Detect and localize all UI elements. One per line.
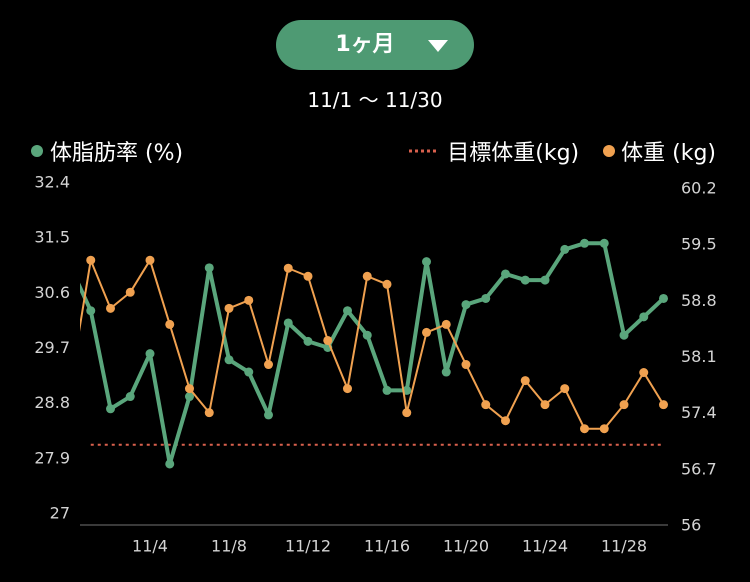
weight-point: [659, 400, 668, 410]
body-fat-point: [520, 275, 530, 285]
body-fat-point: [264, 410, 273, 420]
dotted-line-icon: [409, 149, 440, 153]
weight-point: [165, 319, 175, 329]
weight-point: [461, 360, 471, 370]
body-fat-point: [244, 367, 254, 377]
weight-point: [619, 400, 629, 410]
weight-point: [382, 279, 392, 289]
legend-left: 体脂肪率 (%): [31, 135, 183, 167]
weight-point: [303, 271, 313, 281]
weight-point: [204, 408, 214, 418]
body-fat-point: [560, 244, 570, 254]
body-fat-point: [619, 330, 629, 340]
weight-point: [362, 271, 372, 281]
body-fat-point: [659, 293, 668, 303]
weight-point: [244, 295, 254, 305]
caret-down-icon: [428, 40, 448, 52]
body-fat-point: [67, 263, 76, 272]
left-axis-tick-label: 28.8: [34, 393, 70, 412]
weight-point: [501, 416, 510, 426]
right-axis-tick-label: 58.1: [681, 347, 717, 366]
right-axis-tick-label: 56: [681, 516, 701, 535]
legend-item-target-weight: 目標体重(kg): [409, 135, 579, 167]
body-fat-point: [165, 459, 175, 469]
legend-label-weight: 体重 (kg): [621, 141, 716, 166]
body-fat-point: [382, 385, 392, 395]
left-axis-tick-label: 32.4: [34, 173, 70, 192]
x-axis-tick-label: 11/24: [522, 537, 568, 556]
body-fat-point: [362, 330, 372, 340]
period-selector-button[interactable]: 1ヶ月: [276, 20, 474, 70]
body-fat-point: [145, 349, 155, 359]
right-axis-tick-label: 59.5: [681, 235, 717, 254]
weight-point: [145, 255, 155, 265]
body-fat-point: [303, 336, 313, 346]
weight-point: [580, 424, 589, 434]
body-fat-point: [481, 293, 491, 303]
weight-point: [540, 400, 550, 410]
body-fat-point: [599, 238, 609, 248]
weight-point: [323, 335, 333, 345]
period-selector-label: 1ヶ月: [335, 32, 395, 57]
left-axis-tick-label: 31.5: [34, 228, 70, 247]
body-fat-point: [185, 392, 194, 402]
body-fat-point: [204, 263, 214, 273]
weight-point: [402, 408, 412, 418]
weight-point: [67, 376, 76, 385]
weight-point: [125, 287, 135, 297]
weight-point: [481, 400, 491, 410]
date-range: 11/1 〜 11/30: [307, 88, 443, 112]
weight-point: [422, 327, 431, 337]
weight-legend-dot-icon: [603, 145, 616, 157]
right-axis-tick-label: 57.4: [681, 403, 717, 422]
body-fat-point: [639, 312, 649, 322]
body-fat-point: [283, 318, 293, 328]
plot-area: [67, 238, 668, 469]
weight-point: [560, 384, 570, 394]
body-fat-point: [224, 355, 234, 365]
legend-label-target-weight: 目標体重(kg): [447, 141, 580, 166]
body-fat-point: [580, 238, 589, 248]
weight-point: [520, 376, 530, 386]
body-fat-legend-dot-icon: [31, 145, 43, 157]
legend-right: 目標体重(kg) 体重 (kg): [409, 135, 716, 167]
weight-point: [264, 360, 273, 370]
legend-item-body-fat: 体脂肪率 (%): [31, 135, 183, 167]
legend-item-weight: 体重 (kg): [603, 135, 716, 167]
left-axis-tick-label: 27: [50, 504, 70, 523]
body-fat-point: [540, 275, 550, 285]
body-fat-point: [461, 300, 471, 310]
x-axis-tick-label: 11/4: [132, 537, 168, 556]
legend-label-body-fat: 体脂肪率 (%): [50, 141, 184, 166]
body-fat-point: [501, 269, 510, 279]
x-axis-tick-label: 11/16: [364, 537, 410, 556]
right-axis-tick-label: 60.2: [681, 179, 717, 198]
body-fat-point: [441, 367, 451, 377]
right-axis-tick-label: 56.7: [681, 459, 717, 478]
weight-point: [86, 255, 96, 265]
weight-point: [224, 303, 234, 313]
left-axis-tick-label: 27.9: [34, 448, 70, 467]
x-axis-tick-label: 11/12: [285, 537, 331, 556]
body-fat-point: [125, 392, 135, 402]
body-fat-point: [422, 257, 431, 267]
weight-point: [441, 319, 451, 329]
weight-point: [639, 368, 649, 378]
right-axis-tick-label: 58.8: [681, 291, 717, 310]
body-fat-point: [106, 404, 115, 414]
weight-point: [106, 303, 115, 313]
x-axis-tick-label: 11/20: [443, 537, 489, 556]
weight-point: [343, 384, 352, 394]
weight-point: [185, 384, 194, 394]
weight-point: [283, 263, 293, 273]
left-axis-tick-label: 30.6: [34, 283, 70, 302]
x-axis-tick-label: 11/28: [601, 537, 647, 556]
body-fat-point: [86, 306, 96, 316]
weight-point: [599, 424, 609, 434]
left-axis-tick-label: 29.7: [34, 338, 70, 357]
body-fat-point: [343, 306, 352, 316]
x-axis-tick-label: 11/8: [211, 537, 247, 556]
